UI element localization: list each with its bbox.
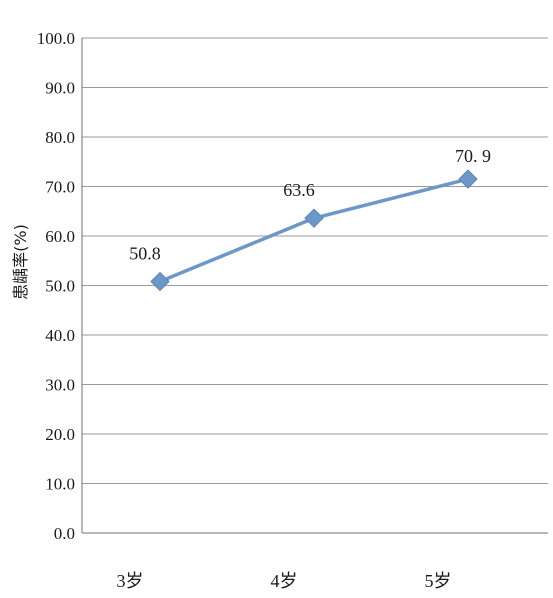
- x-tick-label: 5岁: [425, 571, 452, 591]
- y-tick-label: 70.0: [45, 178, 75, 197]
- x-tick-label: 3岁: [117, 571, 144, 591]
- y-tick-label: 20.0: [45, 425, 75, 444]
- y-tick-label: 60.0: [45, 227, 75, 246]
- x-tick-label: 4岁: [271, 571, 298, 591]
- x-tick-labels: 3岁 4岁 5岁: [117, 571, 452, 591]
- y-tick-label: 30.0: [45, 376, 75, 395]
- gridlines: [81, 37, 548, 534]
- data-point-marker: [304, 208, 324, 228]
- data-label: 50.8: [129, 244, 161, 264]
- y-axis-label: 患龋率(%): [11, 224, 30, 300]
- data-label: 63.6: [283, 180, 315, 200]
- y-tick-label: 80.0: [45, 128, 75, 147]
- y-tick-label: 0.0: [54, 524, 75, 543]
- y-tick-label: 50.0: [45, 277, 75, 296]
- data-label: 70. 9: [455, 146, 491, 166]
- data-point-marker: [458, 169, 478, 189]
- y-tick-label: 100.0: [37, 29, 75, 48]
- y-tick-label: 10.0: [45, 475, 75, 494]
- y-tick-label: 40.0: [45, 326, 75, 345]
- y-tick-labels: 0.0 10.0 20.0 30.0 40.0 50.0 60.0 70.0 80.0 90.0 1…: [37, 29, 75, 543]
- series-line-group: 50.8 63.6 70. 9: [129, 146, 491, 292]
- data-point-marker: [150, 271, 170, 292]
- y-tick-label: 90.0: [45, 79, 75, 98]
